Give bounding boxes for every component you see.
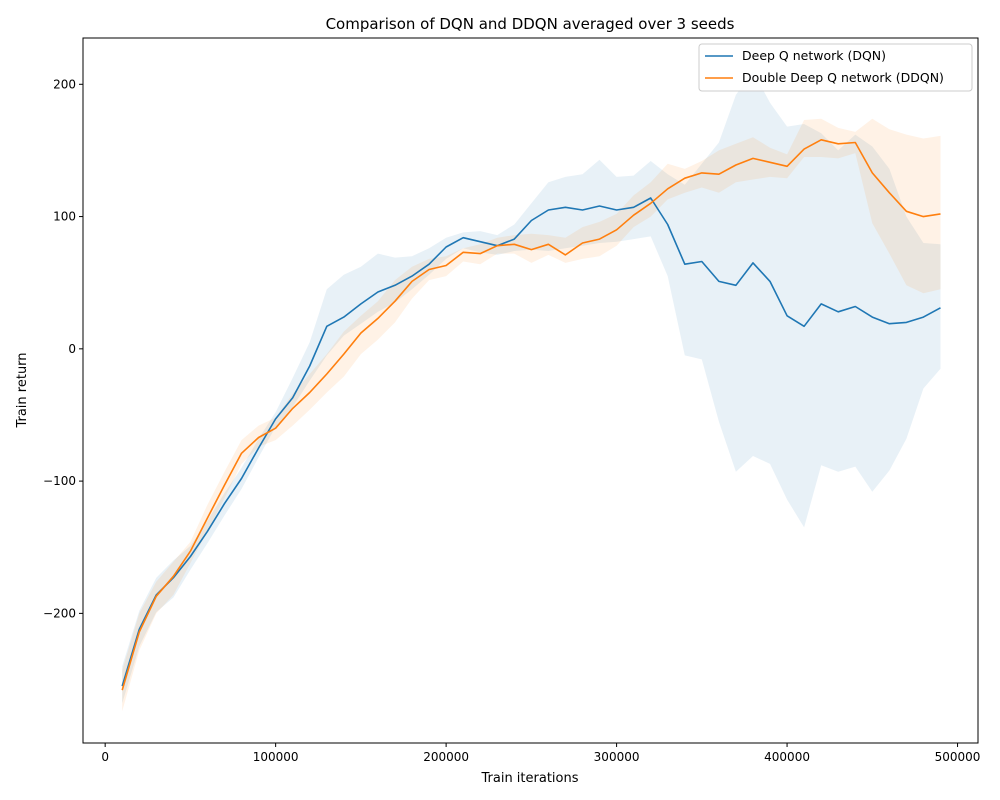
line-ddqn: [121, 139, 941, 691]
series-lines: [121, 139, 941, 691]
legend-box: [698, 43, 973, 92]
band-dqn: [122, 71, 941, 704]
y-tick-label: 200: [53, 77, 76, 91]
line-dqn: [121, 197, 941, 687]
y-tick-label: −200: [43, 606, 76, 620]
x-tick-label: 0: [101, 750, 109, 764]
y-axis: −200 −100 0 100 200: [43, 77, 83, 620]
legend-label-dqn: Deep Q network (DQN): [742, 48, 886, 63]
x-axis: 0 100000 200000 300000 400000 500000: [101, 743, 980, 764]
x-tick-label: 100000: [253, 750, 299, 764]
confidence-bands: [122, 71, 941, 712]
x-tick-label: 500000: [935, 750, 981, 764]
x-tick-label: 400000: [764, 750, 810, 764]
chart-title: Comparison of DQN and DDQN averaged over…: [326, 15, 735, 33]
plot-area-frame: [82, 37, 979, 744]
y-tick-label: −100: [43, 474, 76, 488]
x-tick-label: 300000: [594, 750, 640, 764]
legend: Deep Q network (DQN) Double Deep Q netwo…: [698, 43, 973, 92]
band-ddqn: [122, 118, 941, 712]
y-tick-label: 0: [68, 342, 76, 356]
y-tick-label: 100: [53, 210, 76, 224]
x-tick-label: 200000: [423, 750, 469, 764]
legend-label-ddqn: Double Deep Q network (DDQN): [742, 70, 944, 85]
x-axis-label: Train iterations: [480, 771, 578, 786]
y-axis-label: Train return: [15, 352, 30, 428]
